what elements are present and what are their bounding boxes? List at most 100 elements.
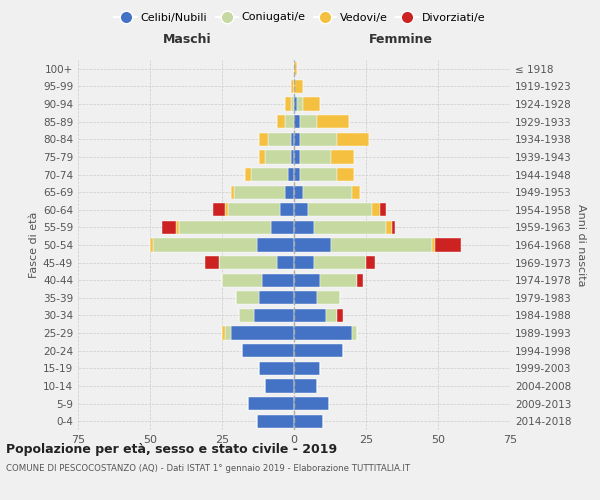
Bar xyxy=(150,238,153,252)
Bar xyxy=(294,98,297,110)
Bar xyxy=(294,132,300,146)
Bar xyxy=(219,256,277,269)
Bar xyxy=(300,132,337,146)
Bar xyxy=(291,80,294,93)
Bar xyxy=(294,150,300,164)
Bar xyxy=(205,256,219,269)
Bar xyxy=(259,291,294,304)
Bar xyxy=(291,150,294,164)
Bar xyxy=(248,397,294,410)
Bar xyxy=(265,150,291,164)
Bar xyxy=(308,203,372,216)
Y-axis label: Fasce di età: Fasce di età xyxy=(29,212,39,278)
Text: Maschi: Maschi xyxy=(163,33,212,46)
Bar xyxy=(326,309,337,322)
Bar xyxy=(161,221,176,234)
Bar xyxy=(432,238,435,252)
Bar xyxy=(280,203,294,216)
Bar xyxy=(435,238,461,252)
Bar xyxy=(300,115,317,128)
Bar xyxy=(288,168,294,181)
Bar xyxy=(236,291,259,304)
Bar xyxy=(277,256,294,269)
Bar xyxy=(242,344,294,358)
Bar xyxy=(286,186,294,198)
Text: Popolazione per età, sesso e stato civile - 2019: Popolazione per età, sesso e stato civil… xyxy=(6,442,337,456)
Bar xyxy=(294,326,352,340)
Bar xyxy=(233,186,286,198)
Bar xyxy=(358,274,363,287)
Bar xyxy=(257,414,294,428)
Bar xyxy=(239,309,254,322)
Bar xyxy=(268,132,291,146)
Bar xyxy=(225,326,230,340)
Bar xyxy=(294,309,326,322)
Bar xyxy=(291,98,294,110)
Y-axis label: Anni di nascita: Anni di nascita xyxy=(576,204,586,286)
Text: COMUNE DI PESCOCOSTANZO (AQ) - Dati ISTAT 1° gennaio 2019 - Elaborazione TUTTITA: COMUNE DI PESCOCOSTANZO (AQ) - Dati ISTA… xyxy=(6,464,410,473)
Bar xyxy=(294,291,317,304)
Bar xyxy=(300,168,337,181)
Bar xyxy=(337,132,369,146)
Bar xyxy=(300,150,331,164)
Bar xyxy=(262,274,294,287)
Bar xyxy=(294,256,314,269)
Bar xyxy=(222,326,225,340)
Bar xyxy=(259,150,265,164)
Bar xyxy=(314,221,386,234)
Bar xyxy=(277,115,286,128)
Bar xyxy=(271,221,294,234)
Bar xyxy=(222,274,262,287)
Bar xyxy=(179,221,271,234)
Bar xyxy=(251,168,288,181)
Bar xyxy=(254,309,294,322)
Bar xyxy=(259,132,268,146)
Bar xyxy=(286,98,291,110)
Bar xyxy=(259,362,294,375)
Bar xyxy=(331,150,355,164)
Bar xyxy=(294,168,300,181)
Bar xyxy=(352,326,358,340)
Bar xyxy=(337,168,355,181)
Bar xyxy=(386,221,392,234)
Bar xyxy=(352,186,360,198)
Bar xyxy=(366,256,374,269)
Bar xyxy=(294,380,317,392)
Bar xyxy=(294,80,302,93)
Bar xyxy=(153,238,257,252)
Bar xyxy=(331,238,432,252)
Legend: Celibi/Nubili, Coniugati/e, Vedovi/e, Divorziati/e: Celibi/Nubili, Coniugati/e, Vedovi/e, Di… xyxy=(110,8,490,27)
Bar xyxy=(294,62,297,76)
Bar xyxy=(294,362,320,375)
Bar xyxy=(286,115,294,128)
Bar xyxy=(230,326,294,340)
Text: Femmine: Femmine xyxy=(368,33,433,46)
Bar xyxy=(320,274,358,287)
Bar xyxy=(337,309,343,322)
Bar xyxy=(317,115,349,128)
Bar xyxy=(245,168,251,181)
Bar xyxy=(317,291,340,304)
Bar xyxy=(294,115,300,128)
Bar xyxy=(294,203,308,216)
Bar xyxy=(302,98,320,110)
Bar xyxy=(294,186,302,198)
Bar xyxy=(176,221,179,234)
Bar xyxy=(294,221,314,234)
Bar xyxy=(230,186,233,198)
Bar xyxy=(314,256,366,269)
Bar xyxy=(380,203,386,216)
Bar xyxy=(297,98,302,110)
Bar xyxy=(265,380,294,392)
Bar xyxy=(294,397,329,410)
Bar xyxy=(294,238,331,252)
Bar xyxy=(214,203,225,216)
Bar xyxy=(302,186,352,198)
Bar xyxy=(294,414,323,428)
Bar xyxy=(225,203,228,216)
Bar xyxy=(372,203,380,216)
Bar xyxy=(291,132,294,146)
Bar xyxy=(392,221,395,234)
Bar xyxy=(228,203,280,216)
Bar xyxy=(294,274,320,287)
